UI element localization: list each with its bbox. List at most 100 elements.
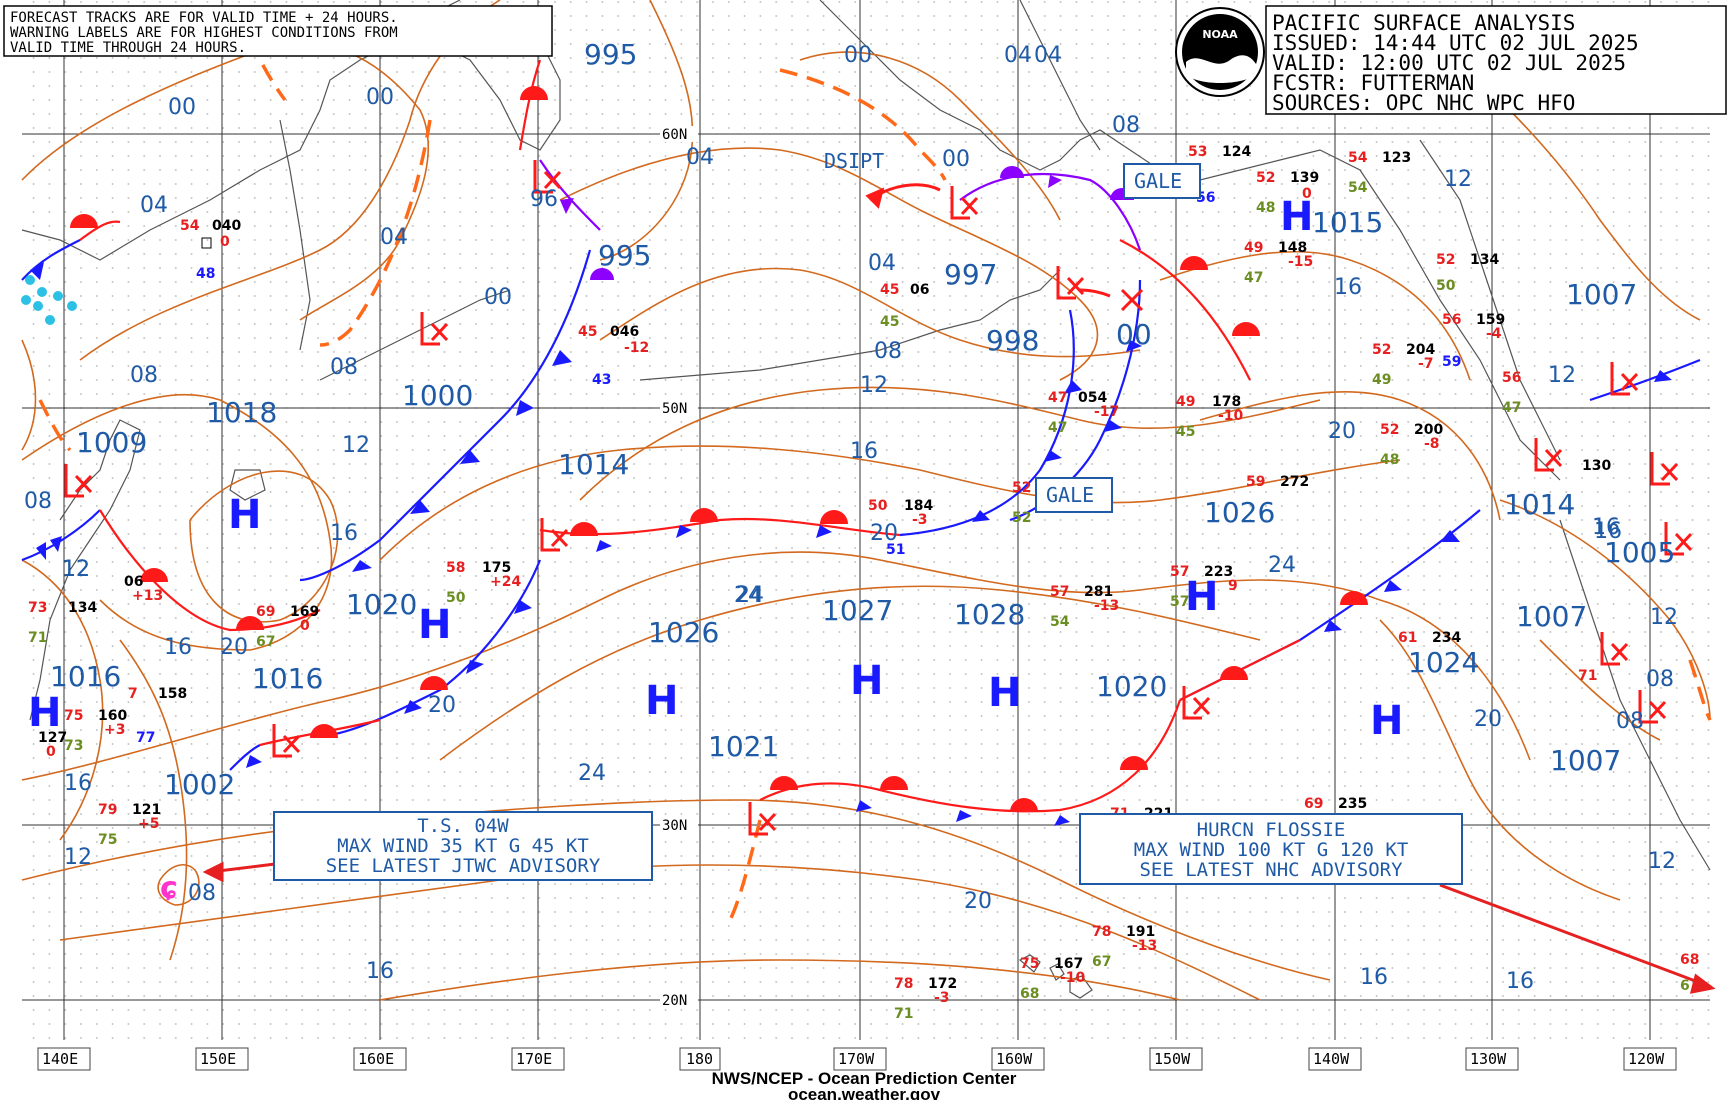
map-label: 73 (28, 600, 47, 616)
map-label: 04 (380, 225, 408, 250)
pressure-label: 995 (584, 38, 637, 71)
map-label: 120W (1628, 1050, 1665, 1068)
map-label: 180 (686, 1050, 713, 1068)
map-label: 12 (860, 373, 888, 398)
map-label: -10 (1060, 970, 1086, 986)
footer-site[interactable]: ocean.weather.gov (788, 1085, 941, 1100)
low-marker (272, 724, 301, 758)
map-label: 61 (1398, 630, 1417, 646)
pressure-label: 00 (1116, 318, 1152, 351)
map-label: 140E (42, 1050, 78, 1068)
map-label: 234 (1432, 630, 1461, 646)
map-label: 08 (130, 363, 158, 388)
map-label: 12 (1648, 849, 1676, 874)
map-label: +3 (104, 722, 125, 738)
map-label: 47 (1502, 400, 1521, 416)
map-label: H (418, 602, 451, 648)
station: 56 47 (1502, 370, 1521, 416)
station: 7 158 77 (128, 686, 187, 746)
pressure-label: 1016 (252, 662, 323, 695)
ts-line1: T.S. 04W (417, 815, 509, 837)
map-label: 20 (870, 521, 898, 546)
low-marker (950, 186, 979, 220)
map-label: -15 (1288, 254, 1313, 270)
japan-coast (29, 419, 141, 721)
map-label: H (645, 678, 678, 724)
map-label: 08 (24, 489, 52, 514)
map-label: 24 (736, 583, 764, 608)
map-label: 235 (1338, 796, 1367, 812)
ts-line2: MAX WIND 35 KT G 45 KT (337, 835, 589, 857)
map-label: 150W (1154, 1050, 1191, 1068)
pressure-label: 1005 (1604, 536, 1675, 569)
isobars (21, 0, 1711, 1001)
map-label: 148 (1278, 240, 1307, 256)
map-label: 160 (98, 708, 127, 724)
map-label: 51 (886, 542, 905, 558)
header-forecaster: FCSTR: FUTTERMAN (1272, 71, 1474, 95)
header-issued: ISSUED: 14:44 UTC 02 JUL 2025 (1272, 31, 1639, 55)
map-label: -12 (624, 340, 649, 356)
map-label: 20 (220, 635, 248, 660)
map-label: 04 (868, 251, 896, 276)
map-label: 56 (1442, 312, 1461, 328)
map-label: 52 (1012, 510, 1031, 526)
pressure-label: 997 (944, 258, 997, 291)
station: 57 281 -13 54 (1050, 584, 1119, 630)
map-label: 08 (1646, 667, 1674, 692)
pressure-label: 1016 (50, 660, 121, 693)
header-title: PACIFIC SURFACE ANALYSIS (1272, 11, 1575, 35)
map-label: 67 (256, 634, 275, 650)
pressure-label: 1026 (1204, 496, 1275, 529)
map-label: 48 (196, 266, 215, 282)
map-label: 12 (62, 557, 90, 582)
map-label: 71 (28, 630, 47, 646)
dsipt-arrow (865, 183, 1111, 298)
map-label: H (28, 690, 61, 736)
pressure-label: 1027 (822, 594, 893, 627)
station: 45 046 -12 43 (578, 324, 649, 388)
map-label: 08 (1112, 113, 1140, 138)
map-label: 272 (1280, 474, 1309, 490)
map-label: H (1370, 698, 1403, 744)
bering-coast (1019, 0, 1101, 151)
station: 52 204 -7 49 (1372, 342, 1435, 388)
notice-line2: WARNING LABELS ARE FOR HIGHEST CONDITION… (10, 25, 398, 41)
low-marker (1610, 362, 1639, 396)
map-label: 75 (64, 708, 83, 724)
map-label: H (850, 658, 883, 704)
pressure-label: 1007 (1550, 744, 1621, 777)
latitude-labels: 60N 50N 30N 20N (660, 126, 698, 1009)
pressure-labels: 995 995 1000 997 998 1009 1018 1020 1016… (50, 38, 1675, 801)
pressure-label: 1021 (708, 730, 779, 763)
map-label: 281 (1084, 584, 1113, 600)
warm-front-kamchatka (518, 59, 542, 151)
map-label: 48 (1256, 200, 1275, 216)
map-label: 45 (880, 282, 899, 298)
map-label: 59 (1442, 354, 1461, 370)
map-label: 57 (1050, 584, 1069, 600)
map-label: 54 (1050, 614, 1070, 630)
map-label: 20 (1474, 707, 1502, 732)
map-label: 00 (942, 147, 970, 172)
storm-arrows (202, 861, 1716, 994)
header-valid: VALID: 12:00 UTC 02 JUL 2025 (1272, 51, 1626, 75)
low-marker (1638, 690, 1667, 724)
station: 50 184 -3 51 (868, 498, 933, 558)
map-label: 06 (910, 282, 929, 298)
station: 58 175 +24 50 (446, 560, 521, 606)
aleutian-chain (639, 269, 1061, 381)
station-plots: 54 040 0 48 45 046 -12 43 45 06 45 53 12… (28, 144, 1699, 1022)
map-label: 16 (850, 439, 878, 464)
map-label: 50 (868, 498, 888, 514)
station: 78 172 -3 71 (894, 976, 957, 1022)
map-label: 79 (98, 802, 117, 818)
map-label: 158 (158, 686, 187, 702)
map-label: 69 (256, 604, 275, 620)
station: 69 169 0 67 (256, 604, 319, 650)
pressure-label: 1007 (1516, 600, 1587, 633)
map-label: 48 (1380, 452, 1399, 468)
map-label: 54 (180, 218, 200, 234)
low-markers (64, 160, 1693, 836)
map-label: 08 (330, 355, 358, 380)
